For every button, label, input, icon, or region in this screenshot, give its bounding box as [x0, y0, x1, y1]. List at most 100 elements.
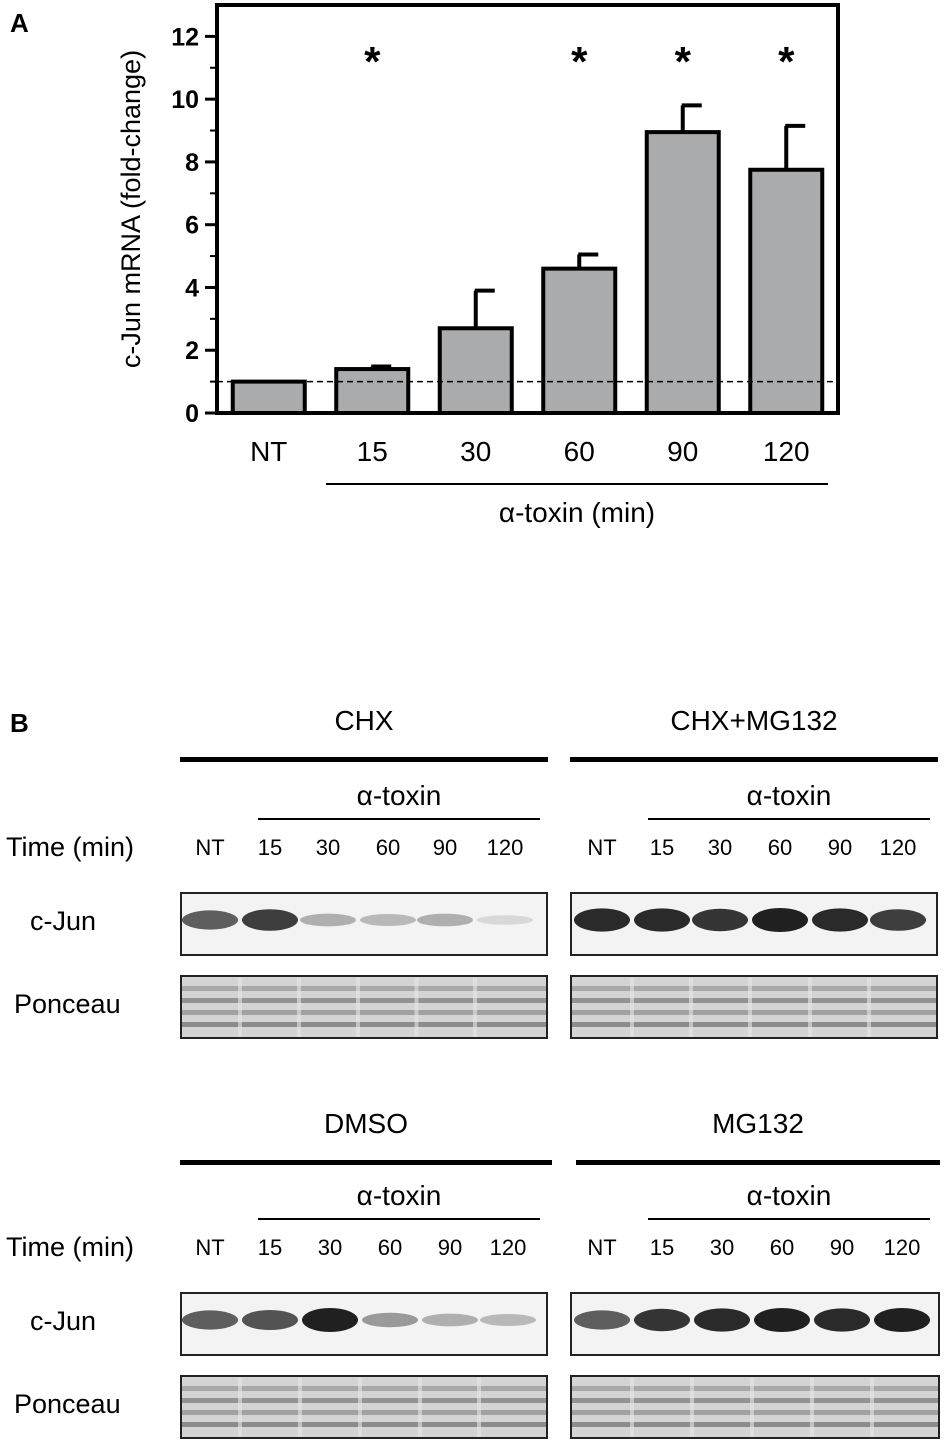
lane-gap — [414, 977, 419, 1037]
lane-label: 60 — [767, 835, 793, 860]
group-line — [180, 757, 548, 762]
lane-gap — [810, 1377, 814, 1437]
cjun-band — [752, 908, 808, 932]
lane-gap — [689, 977, 693, 1037]
lane-gap — [477, 1377, 481, 1437]
ponceau-band — [572, 1422, 938, 1427]
ponceau-blot — [570, 975, 938, 1039]
y-tick-label: 10 — [171, 86, 199, 114]
group-line — [180, 1160, 552, 1165]
lane-gap — [690, 1377, 694, 1437]
cjun-band — [182, 910, 238, 930]
y-tick-label: 4 — [185, 274, 199, 302]
cjun-band — [360, 914, 416, 926]
cjun-band — [574, 1310, 630, 1330]
toxin-label: α-toxin — [356, 1180, 442, 1211]
lane-gap — [356, 977, 360, 1037]
y-tick-label: 6 — [185, 212, 199, 240]
lane-label: NT — [587, 835, 617, 860]
lane-gap — [358, 1377, 362, 1437]
cjun-band — [422, 1313, 478, 1327]
bar-chart-a: 0 2 4 6 8 10 12 c-Jun mRNA (fold-change) NT 15 * 30… — [116, 3, 840, 528]
lane-gap — [630, 977, 634, 1037]
ponceau-band — [572, 1410, 938, 1415]
toxin-label: α-toxin — [356, 780, 442, 811]
bar — [334, 367, 411, 415]
y-tick-label: 0 — [185, 400, 199, 428]
row-label-ponceau: Ponceau — [14, 989, 121, 1019]
cjun-blot — [180, 892, 548, 956]
lane-gap — [748, 977, 752, 1037]
lane-label: 15 — [649, 835, 675, 860]
cjun-band — [300, 913, 356, 927]
lane-label: 120 — [879, 835, 917, 860]
bar — [644, 130, 721, 415]
cjun-band — [870, 909, 926, 931]
x-tick-label: 15 — [357, 436, 388, 467]
lane-label: 15 — [649, 1235, 675, 1260]
cjun-band — [242, 1310, 298, 1330]
panel-b-letter: B — [10, 708, 29, 738]
lane-label: NT — [195, 1235, 225, 1260]
y-tick-label: 12 — [171, 23, 199, 51]
significance-asterisk: * — [675, 38, 692, 85]
lane-label: 120 — [489, 1235, 527, 1260]
group-line — [576, 1160, 940, 1165]
lane-label: 60 — [769, 1235, 795, 1260]
cjun-band — [634, 908, 690, 932]
ponceau-band — [182, 1010, 546, 1015]
ponceau-band — [572, 998, 936, 1003]
cjun-band — [182, 1310, 238, 1330]
row-label-ponceau: Ponceau — [14, 1389, 121, 1419]
cjun-band — [874, 1308, 930, 1332]
ponceau-blot — [180, 1375, 548, 1439]
row-label-cjun: c-Jun — [30, 906, 97, 936]
lane-label: 15 — [257, 835, 283, 860]
lane-label: 120 — [486, 835, 524, 860]
cjun-band — [417, 913, 473, 927]
blot-group-title: CHX+MG132 — [670, 705, 838, 736]
lane-gap — [238, 1377, 242, 1437]
ponceau-band — [572, 1022, 936, 1027]
cjun-band — [362, 1312, 418, 1328]
toxin-line — [648, 818, 930, 820]
bar — [230, 379, 307, 416]
lane-label: 15 — [257, 1235, 283, 1260]
lane-gap — [473, 977, 477, 1037]
cjun-band — [480, 1314, 536, 1326]
y-axis-label: c-Jun mRNA (fold-change) — [116, 50, 146, 368]
ponceau-band — [182, 1422, 546, 1427]
lane-gap — [750, 1377, 754, 1437]
x-tick-label: 90 — [667, 436, 698, 467]
blot-group-title: CHX — [334, 705, 394, 736]
ponceau-band — [572, 1010, 936, 1015]
lane-gap — [867, 977, 871, 1037]
x-tick-label: NT — [250, 436, 287, 467]
ponceau-band — [572, 986, 936, 991]
lane-label: 90 — [829, 1235, 855, 1260]
bar — [437, 326, 514, 415]
cjun-blot — [180, 1292, 548, 1356]
cjun-band — [694, 1308, 750, 1332]
cjun-band — [634, 1308, 690, 1332]
lane-label: 30 — [315, 835, 341, 860]
ponceau-blot — [570, 1375, 940, 1439]
x-group-label: α-toxin (min) — [499, 497, 655, 528]
plot-frame — [215, 3, 840, 415]
time-label: Time (min) — [6, 832, 134, 862]
lane-gap — [298, 1377, 302, 1437]
x-tick-label: 30 — [460, 436, 491, 467]
y-tick-label: 8 — [185, 149, 199, 177]
lane-gap — [630, 1377, 634, 1437]
ponceau-band — [182, 1398, 546, 1403]
x-tick-label: 60 — [564, 436, 595, 467]
lane-label: 90 — [437, 1235, 463, 1260]
ponceau-blot — [180, 975, 548, 1039]
toxin-label: α-toxin — [746, 1180, 832, 1211]
cjun-band — [812, 908, 868, 932]
lane-gap — [238, 977, 242, 1037]
significance-asterisk: * — [778, 38, 795, 85]
lane-label: 60 — [377, 1235, 403, 1260]
blot-group-title: DMSO — [324, 1108, 408, 1139]
significance-asterisk: * — [364, 38, 381, 85]
